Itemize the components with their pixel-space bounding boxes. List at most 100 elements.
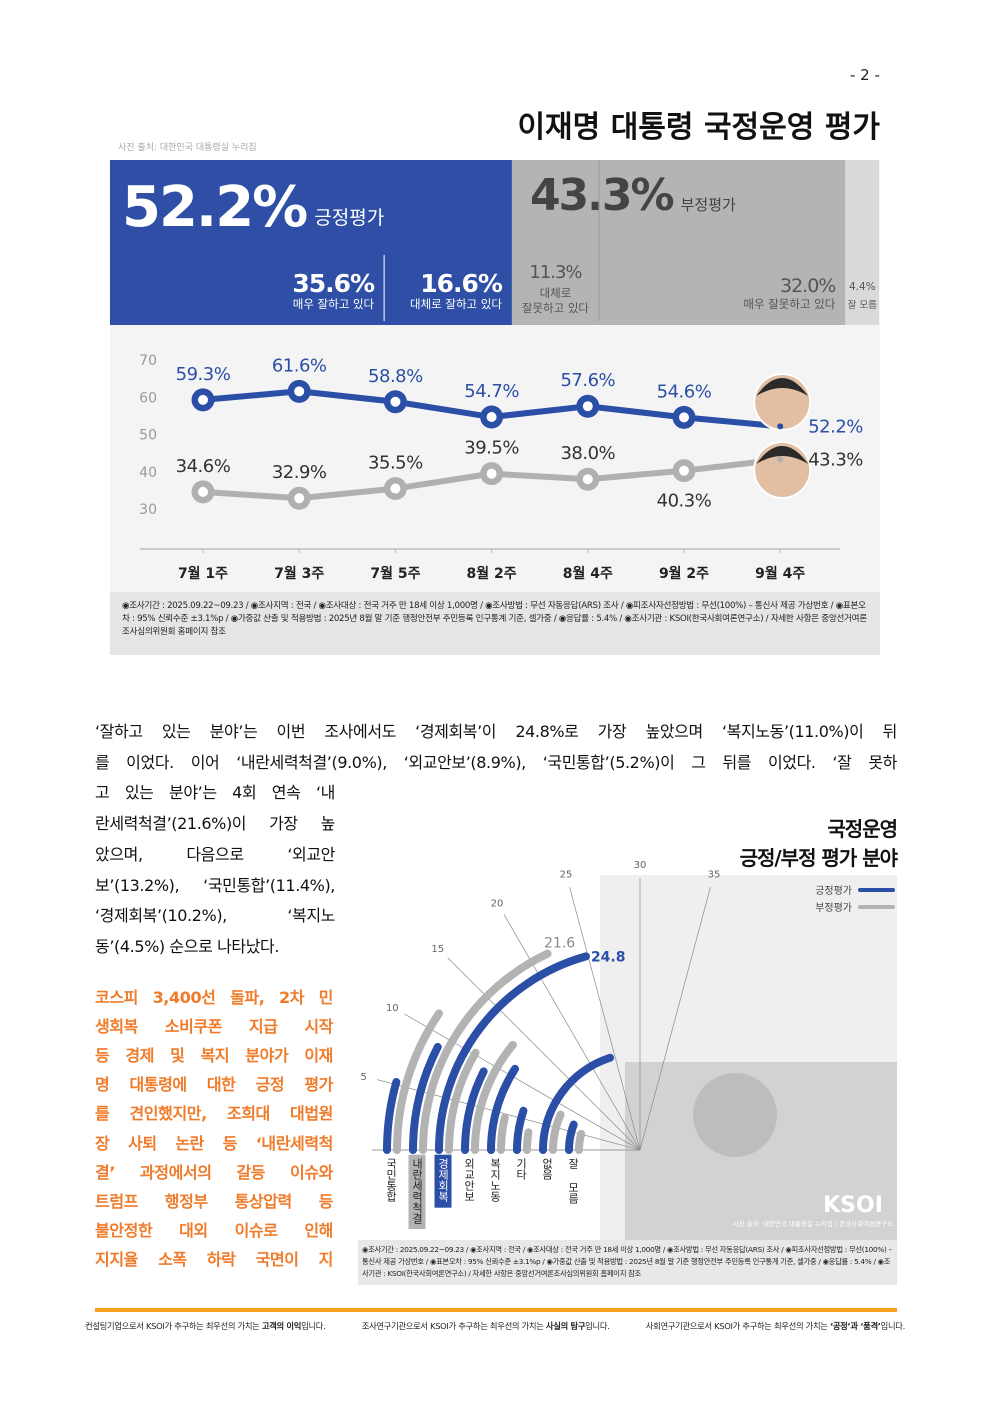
highlight-line: 를 견인했지만, 조희대 대법원 [95,1104,333,1124]
footer-emphasis: ‘공정’과 ‘품격’ [829,1321,881,1331]
value-label: 59.3% [176,364,231,385]
legend-label: 긍정평가 [815,885,852,897]
footer-emphasis: 사실의 탐구 [545,1321,586,1331]
highlight-line: 불안정한 대외 이슈로 인해 [95,1220,333,1240]
radial-tick-label: 30 [634,860,647,871]
value-label: 35.5% [368,453,423,474]
y-tick-label: 70 [139,353,157,369]
value-label: 34.6% [176,456,231,477]
summary-group-value: 52.2% [122,175,307,240]
summary-group-name: 부정평가 [681,196,736,214]
footer-item: 컨설팅기업으로서 KSOI가 추구하는 최우선의 가치는 고객의 이익입니다. [85,1320,326,1332]
other-name: 잘 모름 [848,299,877,311]
highlight-line: 트럼프 행정부 통상압력 등 [95,1191,333,1211]
summary-other-bar [845,160,880,325]
series-point [777,423,784,430]
segment-name: 대체로 잘못하고 있다 [522,286,590,315]
x-tick-label: 7월 5주 [370,565,420,582]
survey-note: ◉조사기간 : 2025.09.22~09.23 / ◉조사지역 : 전국 / … [362,1245,892,1278]
radial-bar [393,1009,444,1154]
segment-value: 35.6% [292,269,375,298]
value-label: 39.5% [464,438,519,459]
highlight-line: 지지율 소폭 하락 국면이 지 [95,1249,333,1269]
radial-grid-line [404,1013,641,1151]
highlight-line: 생회복 소비쿠폰 지급 시작 [95,1017,333,1037]
x-tick-label: 9월 4주 [755,565,805,582]
footer-rule [95,1308,897,1312]
note-panel [358,1240,897,1285]
chart-title: 긍정/부정 평가 분야 [740,846,899,870]
category-label: 복지노동 [489,1158,502,1202]
radial-bar [575,1129,586,1154]
segment-name: 대체로 잘하고 있다 [410,297,502,311]
body-line: 고 있는 분야’는 4회 연속 ‘내 [95,783,335,803]
point-center [582,474,593,485]
point-center [679,412,689,423]
highlight-line: 결’ 과정에서의 갈등 이슈와 [95,1162,333,1182]
category-highlight [408,1154,426,1229]
segment-value: 16.6% [420,269,503,298]
value-label: 43.3% [808,449,863,470]
point-center [486,468,497,479]
radial-bar [419,949,552,1154]
radial-bar [487,1064,520,1154]
value-label: 54.6% [657,381,712,402]
point-center [294,386,305,397]
legend-label: 부정평가 [815,902,852,914]
chart-title: 국정운영 [827,817,897,841]
value-label: 61.6% [272,355,327,376]
y-tick-label: 50 [139,428,157,444]
category-highlight [434,1154,452,1208]
point-center [198,394,208,405]
value-label: 38.0% [560,443,615,464]
footer: 컨설팅기업으로서 KSOI가 추구하는 최우선의 가치는 고객의 이익입니다. 조… [85,1320,905,1332]
value-label: 54.7% [464,381,519,402]
radial-bar [435,952,590,1154]
photo-logo: KSOI [823,1193,883,1218]
summary-group-bar [110,160,512,325]
category-label: 잘 모름 [567,1158,580,1204]
point-center [582,401,593,412]
value-label: 52.2% [808,416,863,437]
chart-title: 이재명 대통령 국정운영 평가 [517,110,880,145]
photo-credit: 사진 출처: 대한민국 대통령실 누리집 / 한국사회여론연구소 [733,1219,893,1228]
radial-bar [565,1120,578,1154]
summary-group-bar [511,160,846,325]
segment-name: 매우 잘하고 있다 [293,297,375,311]
radial-tick-label: 25 [560,870,573,881]
footer-emphasis: 고객의 이익 [261,1321,302,1331]
value-label: 21.6 [544,936,575,952]
segment-value: 11.3% [529,262,582,283]
category-label: 경제회복 [437,1158,450,1203]
face-hair [756,446,809,464]
radial-bar [513,1106,528,1154]
highlight-line: 명 대통령에 대한 긍정 평가 [95,1075,333,1095]
radial-grid-line [569,887,641,1151]
radial-bar [409,1042,442,1154]
body-line: ‘잘하고 있는 분야’는 이번 조사에서도 ‘경제회복’이 24.8%로 가장 … [95,722,897,741]
footer-tail: 입니다. [880,1321,906,1331]
category-label: 기타 [515,1158,528,1180]
y-tick-label: 30 [139,502,157,518]
category-label: 없음 [541,1158,554,1180]
body-line: 았으며, 다음으로 ‘외교안 [95,844,335,864]
radial-tick-label: 20 [491,898,504,909]
face-hair [756,378,809,396]
body-line: 를 이었다. 이어 ‘내란세력척결’(9.0%), ‘외교안보’(8.9%), … [95,752,897,772]
photo-credit: 사진 출처: 대한민국 대통령실 누리집 [118,141,257,153]
point-center [390,396,401,407]
radial-bar [523,1128,533,1154]
point-center [198,486,208,497]
radial-bar [471,1040,517,1154]
survey-note: ◉조사기간 : 2025.09.22~09.23 / ◉조사지역 : 전국 / … [122,601,867,637]
radial-grid-line [639,887,711,1151]
value-label: 57.6% [560,370,615,391]
radial-bar [497,1113,509,1154]
x-tick-label: 8월 2주 [467,565,517,582]
y-tick-label: 60 [139,390,157,406]
footer-item: 조사연구기관으로서 KSOI가 추구하는 최우선의 가치는 사실의 탐구입니다. [362,1320,610,1332]
body-line: 동’(4.5%) 순으로 나타났다. [95,936,280,956]
page-number: - 2 - [850,66,880,84]
